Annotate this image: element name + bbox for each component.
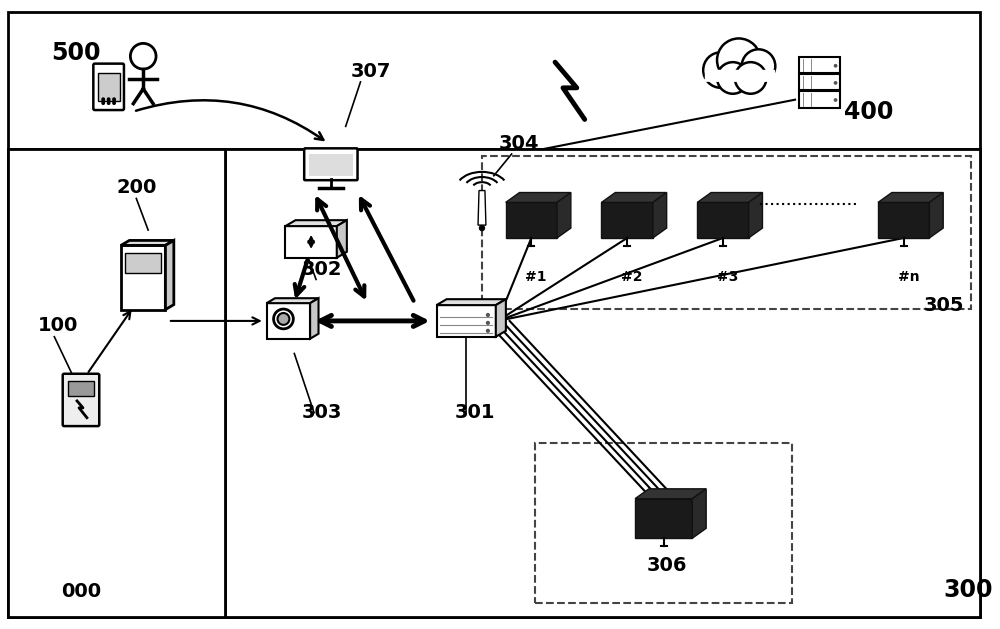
Polygon shape bbox=[878, 203, 929, 238]
Polygon shape bbox=[697, 203, 749, 238]
Circle shape bbox=[278, 313, 289, 325]
Text: 302: 302 bbox=[301, 260, 342, 279]
Polygon shape bbox=[635, 489, 706, 499]
Circle shape bbox=[102, 98, 104, 101]
Text: 400: 400 bbox=[844, 101, 894, 125]
Bar bbox=[482, 156, 971, 309]
Text: 301: 301 bbox=[454, 403, 495, 421]
Circle shape bbox=[102, 102, 104, 104]
Circle shape bbox=[717, 62, 749, 94]
Polygon shape bbox=[267, 298, 319, 303]
Bar bbox=[437, 305, 496, 337]
Circle shape bbox=[480, 226, 484, 231]
Polygon shape bbox=[496, 299, 506, 337]
Polygon shape bbox=[506, 192, 571, 203]
Text: 000: 000 bbox=[61, 582, 101, 601]
Polygon shape bbox=[557, 192, 571, 238]
Circle shape bbox=[113, 102, 115, 104]
Polygon shape bbox=[285, 220, 347, 226]
Circle shape bbox=[834, 99, 837, 101]
Text: #2: #2 bbox=[621, 270, 643, 284]
Polygon shape bbox=[506, 203, 557, 238]
Bar bbox=[125, 253, 161, 272]
Text: #n: #n bbox=[898, 270, 919, 284]
Bar bbox=[535, 443, 792, 603]
Text: #1: #1 bbox=[525, 270, 547, 284]
Polygon shape bbox=[165, 240, 174, 309]
Text: 200: 200 bbox=[117, 177, 157, 196]
Circle shape bbox=[487, 330, 489, 332]
Polygon shape bbox=[121, 240, 174, 245]
Circle shape bbox=[107, 98, 110, 101]
Bar bbox=[98, 73, 120, 101]
Polygon shape bbox=[337, 220, 347, 258]
Polygon shape bbox=[635, 499, 692, 538]
Bar bbox=[309, 153, 353, 175]
Bar bbox=[799, 91, 840, 108]
Circle shape bbox=[107, 102, 110, 104]
Text: 500: 500 bbox=[51, 41, 101, 65]
Bar bbox=[267, 303, 310, 338]
Circle shape bbox=[102, 100, 104, 103]
Text: 304: 304 bbox=[499, 134, 539, 153]
Circle shape bbox=[742, 49, 775, 83]
Polygon shape bbox=[692, 489, 706, 538]
Circle shape bbox=[113, 100, 115, 103]
Polygon shape bbox=[653, 192, 667, 238]
Polygon shape bbox=[697, 192, 762, 203]
Text: 100: 100 bbox=[38, 316, 78, 335]
Polygon shape bbox=[749, 192, 762, 238]
Text: 306: 306 bbox=[647, 556, 687, 575]
Bar bbox=[225, 149, 980, 617]
Text: 303: 303 bbox=[301, 403, 342, 421]
Circle shape bbox=[274, 309, 293, 329]
Text: 300: 300 bbox=[943, 579, 993, 603]
FancyBboxPatch shape bbox=[93, 64, 124, 110]
Circle shape bbox=[487, 321, 489, 325]
Text: 305: 305 bbox=[923, 296, 964, 315]
Bar bbox=[121, 245, 165, 309]
Bar bbox=[799, 57, 840, 74]
Circle shape bbox=[735, 62, 766, 94]
Circle shape bbox=[717, 38, 760, 82]
Bar bbox=[8, 149, 225, 617]
Bar bbox=[799, 74, 840, 91]
Polygon shape bbox=[478, 191, 486, 225]
Polygon shape bbox=[878, 192, 943, 203]
Circle shape bbox=[130, 43, 156, 69]
Circle shape bbox=[834, 82, 837, 84]
Circle shape bbox=[487, 314, 489, 316]
Text: #3: #3 bbox=[717, 270, 738, 284]
Polygon shape bbox=[601, 203, 653, 238]
Polygon shape bbox=[437, 299, 506, 305]
FancyBboxPatch shape bbox=[304, 148, 358, 180]
Circle shape bbox=[107, 100, 110, 103]
FancyBboxPatch shape bbox=[63, 374, 99, 426]
Polygon shape bbox=[310, 298, 319, 338]
Circle shape bbox=[703, 52, 739, 88]
Bar bbox=[285, 226, 337, 258]
Polygon shape bbox=[601, 192, 667, 203]
Text: 307: 307 bbox=[351, 62, 391, 81]
Circle shape bbox=[834, 65, 837, 67]
Bar bbox=[68, 381, 94, 396]
Polygon shape bbox=[929, 192, 943, 238]
Circle shape bbox=[113, 98, 115, 101]
